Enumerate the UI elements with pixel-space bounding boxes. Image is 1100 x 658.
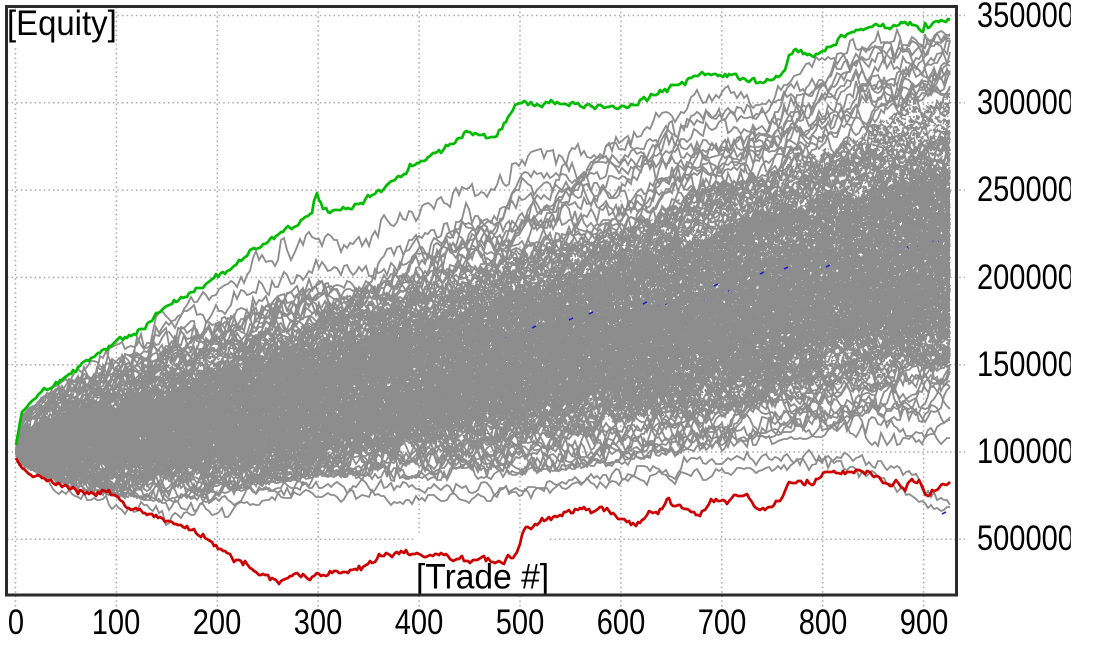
svg-text:[Trade #]: [Trade #]: [416, 558, 549, 597]
